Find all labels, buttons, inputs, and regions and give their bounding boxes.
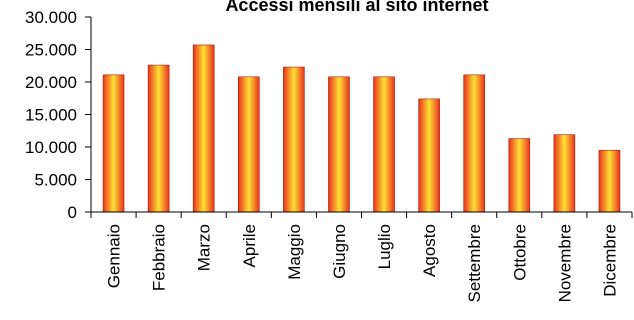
y-tick-label: 5.000 <box>34 171 77 190</box>
x-tick-label: Settembre <box>465 224 484 302</box>
x-tick-label: Maggio <box>285 224 304 280</box>
bar-maggio <box>283 66 305 213</box>
bar-settembre <box>463 74 486 213</box>
bar-febbraio <box>147 64 170 213</box>
x-tick-label: Aprile <box>240 224 259 267</box>
bar-dicembre <box>598 149 621 213</box>
y-tick-label: 25.000 <box>25 41 77 60</box>
bar-luglio <box>373 76 395 213</box>
bar-agosto <box>418 98 440 213</box>
bars <box>102 44 621 213</box>
chart-title: Accessi mensili al sito internet <box>225 0 488 15</box>
x-tick-label: Dicembre <box>600 224 619 297</box>
y-tick-label: 30.000 <box>25 8 77 27</box>
x-tick-label: Febbraio <box>150 224 169 291</box>
x-tick-label: Giugno <box>330 224 349 279</box>
bar-gennaio <box>102 74 125 213</box>
bar-novembre <box>553 134 576 213</box>
axes <box>90 17 633 218</box>
bar-aprile <box>237 76 260 213</box>
y-axis-ticks: 0 5.000 10.000 15.000 20.000 25.000 30.000 <box>25 8 91 222</box>
x-axis-labels: Gennaio Febbraio Marzo Aprile Maggio Giugno Lu… <box>105 224 620 302</box>
bar-marzo <box>192 44 215 213</box>
y-tick-label: 20.000 <box>25 73 77 92</box>
bar-giugno <box>328 76 350 213</box>
y-tick-label: 0 <box>68 203 77 222</box>
y-tick-label: 10.000 <box>25 138 77 157</box>
x-tick-label: Ottobre <box>510 224 529 281</box>
y-tick-label: 15.000 <box>25 106 77 125</box>
x-tick-label: Novembre <box>555 224 574 302</box>
x-tick-label: Agosto <box>420 224 439 277</box>
x-tick-label: Luglio <box>375 224 394 269</box>
x-tick-label: Marzo <box>195 224 214 271</box>
bar-ottobre <box>508 138 531 213</box>
x-tick-label: Gennaio <box>105 224 124 288</box>
